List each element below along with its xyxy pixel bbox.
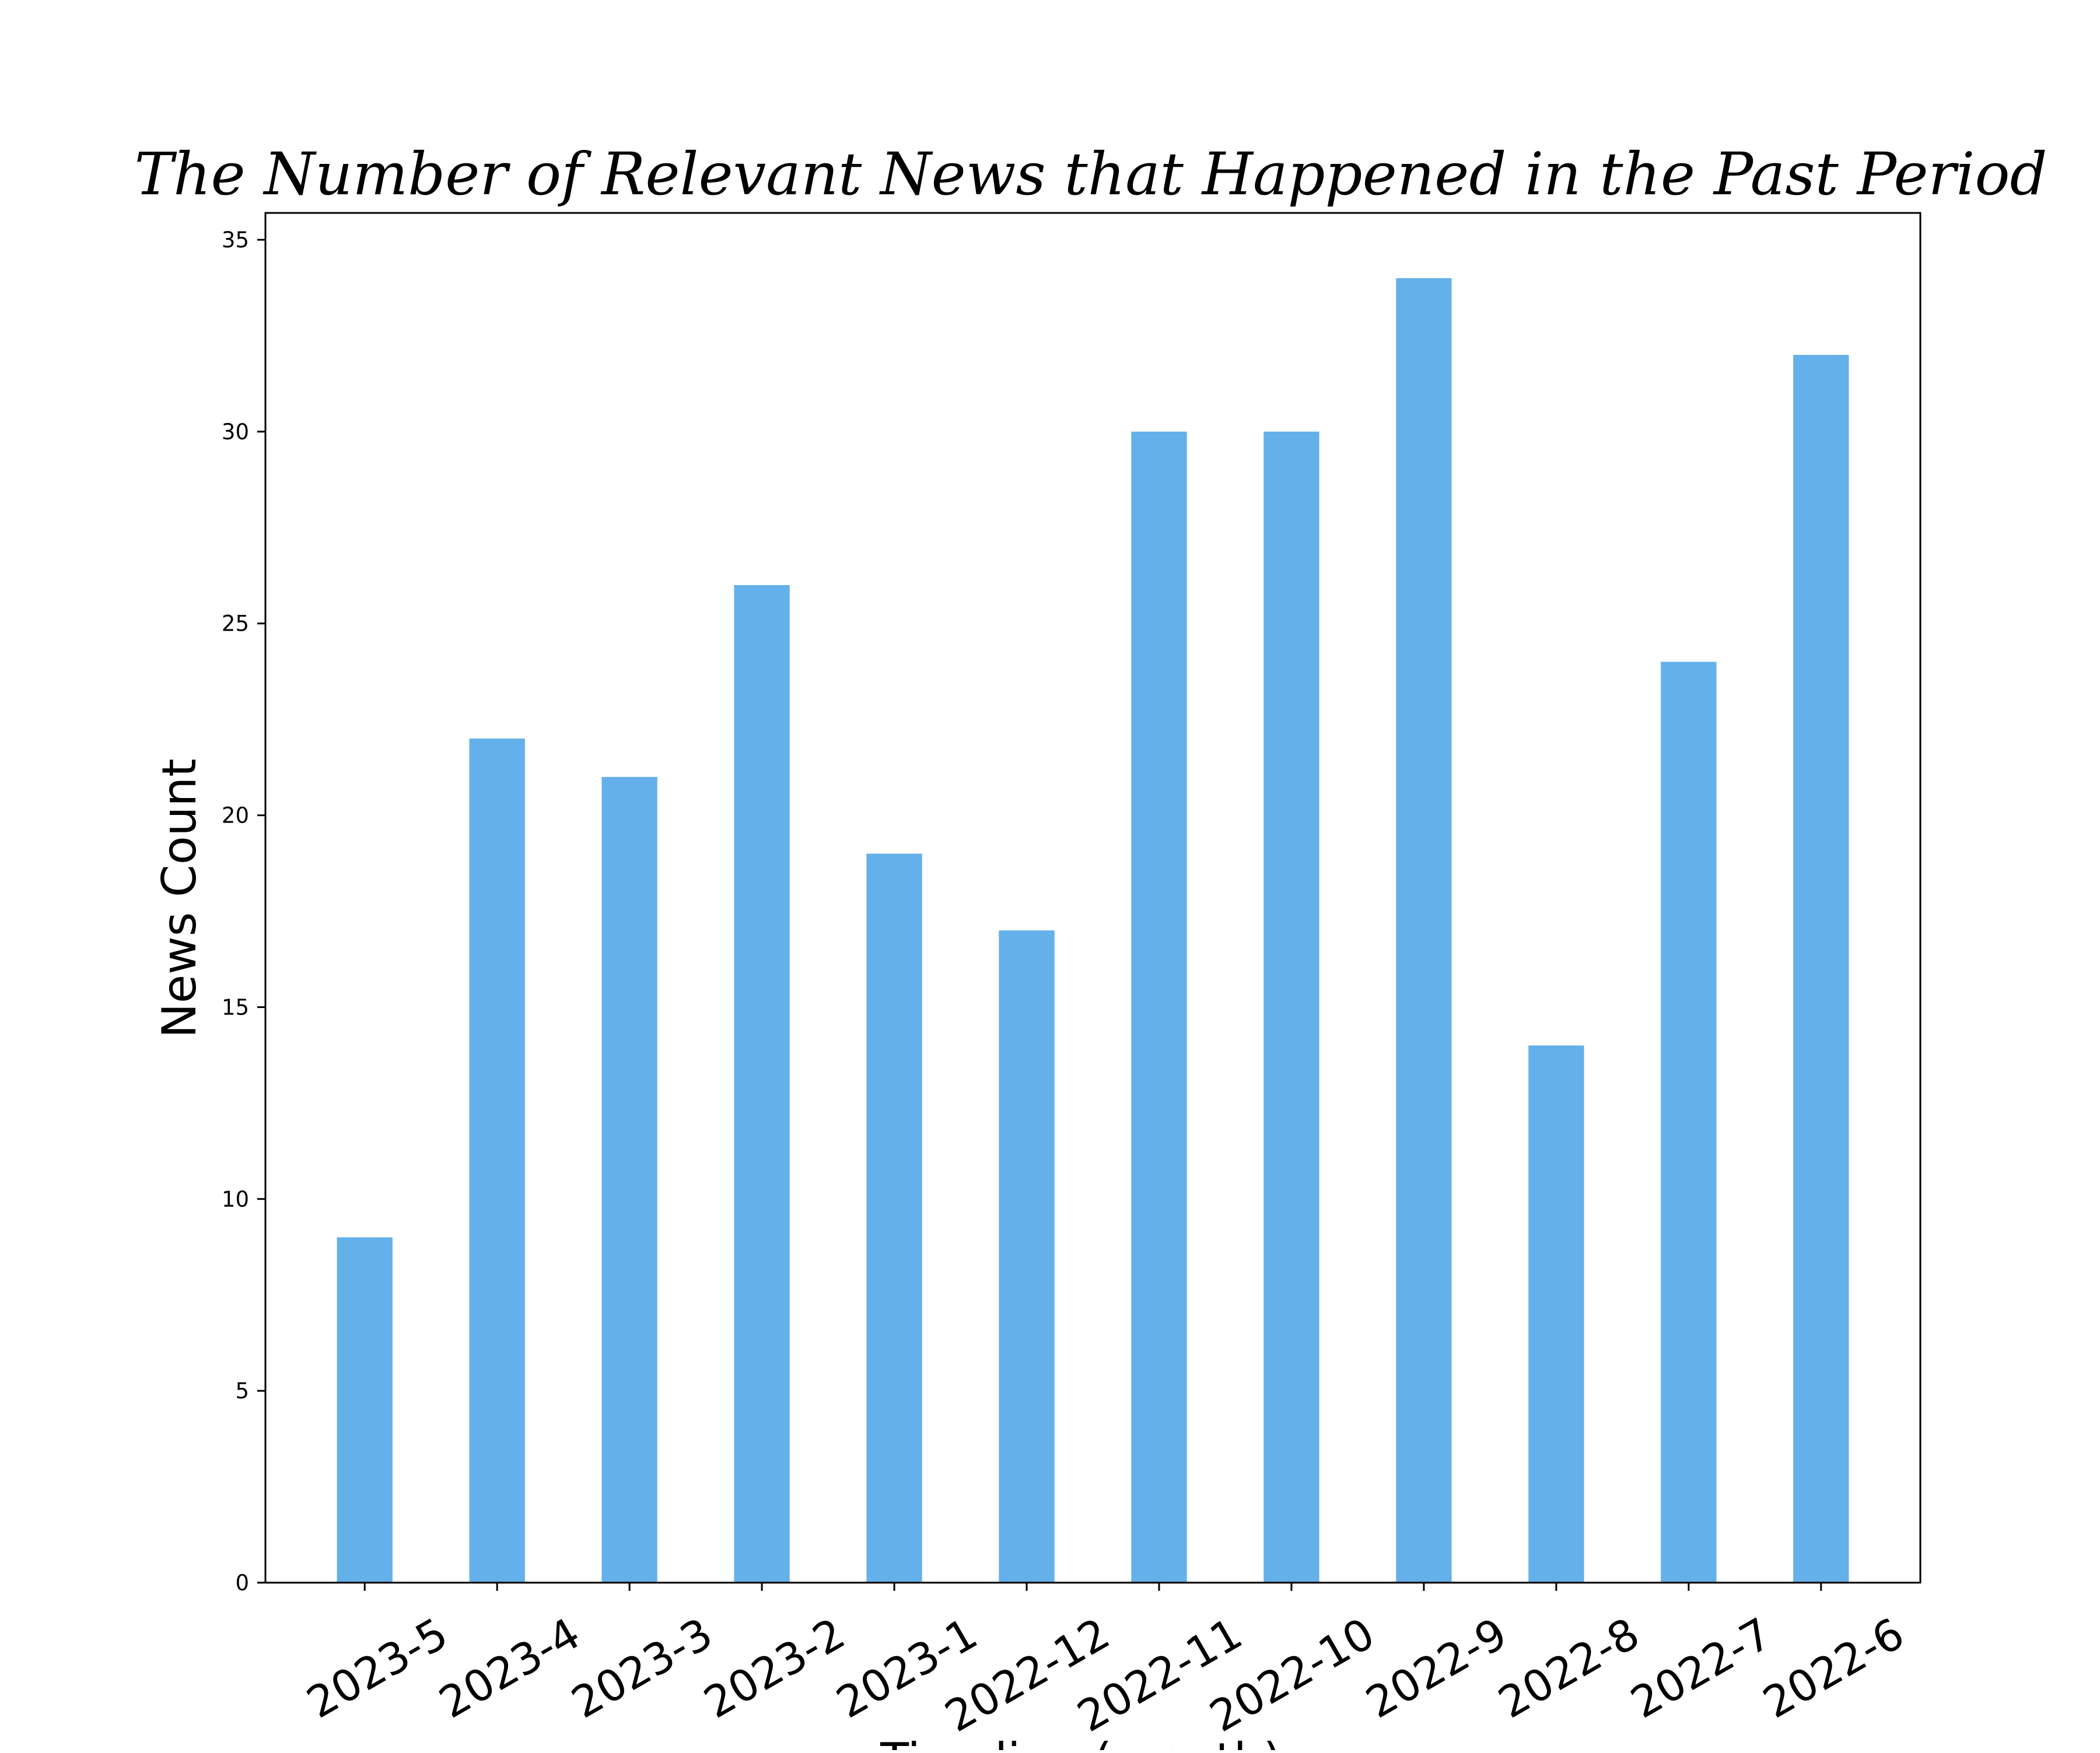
y-tick-label-20: 20 (222, 803, 249, 828)
y-axis-label: News Count (152, 758, 206, 1038)
x-tick-label-2022-6: 2022-6 (1755, 1608, 1913, 1728)
y-tick-label-15: 15 (222, 995, 249, 1020)
y-tick-label-25: 25 (222, 611, 249, 636)
bar-2023-2 (734, 585, 790, 1583)
y-tick-label-5: 5 (235, 1378, 249, 1404)
bar-2022-6 (1793, 355, 1849, 1583)
x-axis-label: Timeline (month) (880, 1733, 1282, 1750)
y-tick-label-10: 10 (222, 1187, 249, 1212)
y-tick-label-35: 35 (222, 228, 249, 253)
x-tick-label-2023-2: 2023-2 (696, 1608, 853, 1728)
chart-title: The Number of Relevant News that Happene… (134, 140, 2047, 208)
y-tick-label-30: 30 (222, 419, 249, 445)
bar-2022-8 (1528, 1045, 1584, 1583)
bar-2022-9 (1396, 278, 1452, 1583)
bar-2023-5 (337, 1237, 393, 1583)
x-tick-label-2023-3: 2023-3 (564, 1608, 721, 1728)
bar-2023-4 (469, 739, 525, 1583)
x-tick-label-2023-4: 2023-4 (431, 1608, 589, 1728)
bar-2022-11 (1131, 431, 1187, 1583)
bar-2022-7 (1661, 662, 1717, 1583)
bar-2023-3 (601, 776, 657, 1583)
bars-group (337, 278, 1849, 1583)
bar-2022-12 (999, 930, 1055, 1583)
plot-frame (264, 212, 1922, 1584)
x-tick-label-2022-7: 2022-7 (1623, 1608, 1780, 1728)
bar-2023-1 (866, 853, 922, 1583)
x-tick-label-2023-5: 2023-5 (299, 1608, 456, 1728)
y-tick-label-0: 0 (235, 1570, 249, 1595)
x-tick-label-2022-9: 2022-9 (1358, 1608, 1516, 1728)
bar-2022-10 (1264, 431, 1320, 1583)
x-tick-label-2022-8: 2022-8 (1490, 1608, 1648, 1728)
